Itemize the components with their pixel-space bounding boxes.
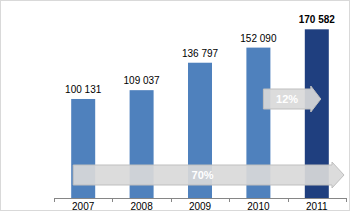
x-tick-separator [229,198,230,202]
chart-svg: 2007 2008 2009 2010 2011 12% 70% 100 131 109 037… [0,0,350,211]
data-label: 100 131 [65,84,102,95]
annotation-arrow: 70% [73,162,344,188]
data-label: 170 582 [299,14,336,25]
x-axis-line [54,198,346,199]
annotation-text: 12% [276,93,298,105]
x-tick-label: 2009 [189,201,212,211]
annotation-arrow: 12% [263,86,320,112]
chart-border [1,1,350,211]
data-label: 152 090 [240,33,277,44]
annotation-text: 70% [192,169,214,181]
x-tick-separator [346,198,347,202]
data-label: 109 037 [124,75,161,86]
x-tick-separator [171,198,172,202]
x-tick-separator [288,198,289,202]
arrow-shape [263,86,320,112]
x-tick-separator [54,198,55,202]
x-tick-label: 2008 [130,201,153,211]
x-tick-label: 2010 [247,201,270,211]
x-tick-label: 2011 [306,201,328,211]
chart-container: 2007 2008 2009 2010 2011 12% 70% 100 131 109 037… [0,0,350,211]
data-label: 136 797 [182,48,219,59]
x-tick-separator [112,198,113,202]
arrow-shape [73,162,344,188]
x-tick-label: 2007 [72,201,95,211]
